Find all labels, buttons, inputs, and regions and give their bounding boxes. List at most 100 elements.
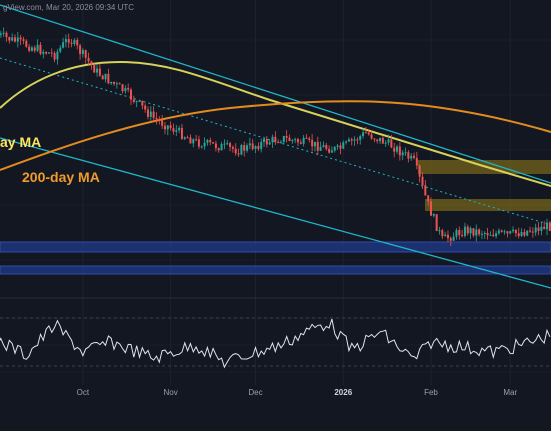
candle-body <box>243 145 246 151</box>
candle-body <box>192 139 195 144</box>
candle-body <box>305 137 308 139</box>
candle-body <box>237 153 240 155</box>
channel-mid-line <box>0 57 551 226</box>
candle-body <box>319 147 322 151</box>
candle-body <box>195 139 198 141</box>
candle-body <box>495 233 498 237</box>
candle-body <box>503 231 506 233</box>
candle-body <box>234 148 237 154</box>
candle-body <box>520 232 523 237</box>
candle-body <box>543 226 546 230</box>
candle-body <box>36 44 39 51</box>
candle-body <box>166 125 169 130</box>
candle-body <box>548 222 551 231</box>
candle-body <box>489 234 492 236</box>
candle-body <box>277 142 280 144</box>
candle-body <box>101 75 104 80</box>
candle-body <box>472 228 475 236</box>
channel-upper-line <box>0 4 551 184</box>
candle-body <box>492 234 495 237</box>
candle-body <box>30 47 33 51</box>
candle-body <box>138 100 141 102</box>
candle-body <box>359 136 362 140</box>
candle-body <box>421 176 424 186</box>
candle-body <box>124 88 127 92</box>
ma-short-label: ay MA <box>0 134 41 150</box>
candle-body <box>328 148 331 153</box>
candle-body <box>257 146 260 150</box>
candle-body <box>480 234 483 236</box>
candle-body <box>483 232 486 235</box>
candle-body <box>353 139 356 141</box>
candle-body <box>59 47 62 52</box>
candle-body <box>175 130 178 132</box>
candle-body <box>163 125 166 130</box>
candle-body <box>381 137 384 144</box>
candle-body <box>390 139 393 148</box>
candle-body <box>523 232 526 236</box>
candle-body <box>362 132 365 137</box>
candle-body <box>393 147 396 152</box>
candle-body <box>458 230 461 236</box>
candle-body <box>529 230 532 232</box>
channel-lower-line <box>0 137 551 289</box>
candle-body <box>200 146 203 148</box>
candle-body <box>271 136 274 143</box>
candle-body <box>223 143 226 145</box>
candle-body <box>79 45 82 54</box>
candle-body <box>398 146 401 156</box>
ma-long-line <box>0 100 551 171</box>
candle-body <box>64 39 67 43</box>
candle-body <box>509 231 512 234</box>
candle-body <box>282 136 285 142</box>
candle-body <box>333 146 336 151</box>
candle-body <box>427 195 430 202</box>
candle-body <box>274 136 277 143</box>
candle-body <box>240 145 243 155</box>
candle-body <box>189 137 192 144</box>
candle-body <box>441 230 444 237</box>
candle-body <box>506 231 509 234</box>
candle-body <box>432 214 435 216</box>
candle-body <box>39 44 42 54</box>
candle-body <box>313 141 316 147</box>
candle-body <box>367 132 370 135</box>
candle-body <box>514 229 517 234</box>
candle-body <box>76 40 79 46</box>
candle-body <box>84 50 87 58</box>
candle-layer <box>0 27 551 247</box>
header-source-text: gView.com, Mar 20, 2026 09:34 UTC <box>3 3 134 12</box>
candle-body <box>291 140 294 142</box>
candle-body <box>424 185 427 196</box>
candle-body <box>152 111 155 118</box>
candle-body <box>0 33 2 35</box>
candle-body <box>379 137 382 142</box>
candle-body <box>435 214 438 231</box>
candle-body <box>296 139 299 143</box>
candle-body <box>517 233 520 237</box>
candle-body <box>217 148 220 151</box>
candle-body <box>107 73 110 84</box>
candle-body <box>268 142 271 145</box>
candle-body <box>384 142 387 144</box>
candle-body <box>288 137 291 141</box>
candle-body <box>413 155 416 158</box>
candle-body <box>469 228 472 234</box>
candle-body <box>11 37 14 41</box>
candle-body <box>209 139 212 143</box>
candle-body <box>172 128 175 132</box>
candle-body <box>486 232 489 236</box>
candle-body <box>429 201 432 216</box>
candle-body <box>62 42 65 48</box>
candle-body <box>347 139 350 142</box>
candle-body <box>452 236 455 241</box>
candle-body <box>22 39 25 41</box>
candle-body <box>25 40 28 47</box>
candle-body <box>370 134 373 139</box>
candle-body <box>294 139 297 141</box>
candle-body <box>376 139 379 142</box>
candle-body <box>350 139 353 141</box>
candle-body <box>73 40 76 44</box>
candle-body <box>45 52 48 54</box>
